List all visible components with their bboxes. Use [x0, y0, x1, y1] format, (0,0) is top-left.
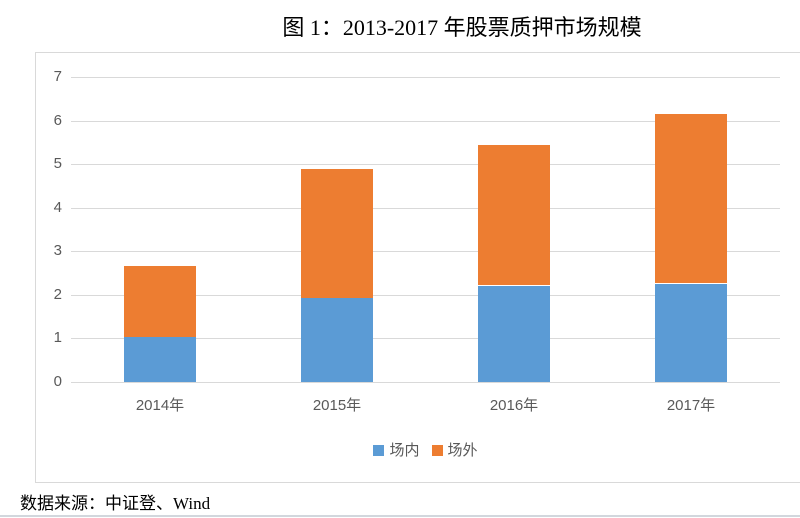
gridline	[71, 121, 780, 122]
x-axis-tick-label: 2016年	[489, 397, 539, 414]
bar-segment-场内-2017年	[655, 284, 727, 382]
bar-segment-场外-2015年	[301, 169, 373, 298]
x-axis-tick-label: 2017年	[666, 397, 716, 414]
legend-label: 场内	[389, 442, 420, 459]
gridline	[71, 77, 780, 78]
bar-segment-场外-2016年	[478, 145, 550, 285]
gridline	[71, 164, 780, 165]
bar-segment-场内-2016年	[478, 286, 550, 382]
legend-swatch-icon	[431, 445, 443, 456]
y-axis-tick-label: 1	[53, 329, 62, 346]
y-axis-tick-label: 7	[53, 68, 62, 85]
chart-area: 0 1 2 3 4 5 6 7 2014年 2015年 2016年 2017年 场内 场外	[35, 52, 800, 483]
bar-segment-场内-2015年	[301, 297, 373, 382]
gridline	[71, 382, 780, 383]
legend-label: 场外	[447, 442, 478, 459]
x-axis-tick-label: 2015年	[312, 397, 362, 414]
bar-segment-场内-2014年	[124, 337, 196, 382]
divider-line	[0, 515, 800, 517]
legend-item-场内: 场内	[373, 442, 420, 459]
x-axis-tick-label: 2014年	[135, 397, 185, 414]
bar-segment-场外-2014年	[124, 266, 196, 337]
figure-title: 图 1：2013-2017 年股票质押市场规模	[282, 15, 642, 40]
y-axis-tick-label: 0	[53, 373, 62, 390]
y-axis-tick-label: 3	[53, 242, 62, 259]
legend-swatch-icon	[373, 445, 385, 456]
y-axis-tick-label: 2	[53, 286, 62, 303]
gridline	[71, 251, 780, 252]
source-note: 数据来源：中证登、Wind	[20, 494, 211, 513]
legend-item-场外: 场外	[431, 442, 478, 459]
y-axis-tick-label: 5	[53, 155, 62, 172]
gridline	[71, 208, 780, 209]
y-axis-tick-label: 4	[53, 199, 62, 216]
bar-segment-场外-2017年	[655, 114, 727, 283]
y-axis-tick-label: 6	[53, 112, 62, 129]
chart-legend: 场内 场外	[71, 443, 780, 458]
gridline	[71, 338, 780, 339]
gridline	[71, 295, 780, 296]
